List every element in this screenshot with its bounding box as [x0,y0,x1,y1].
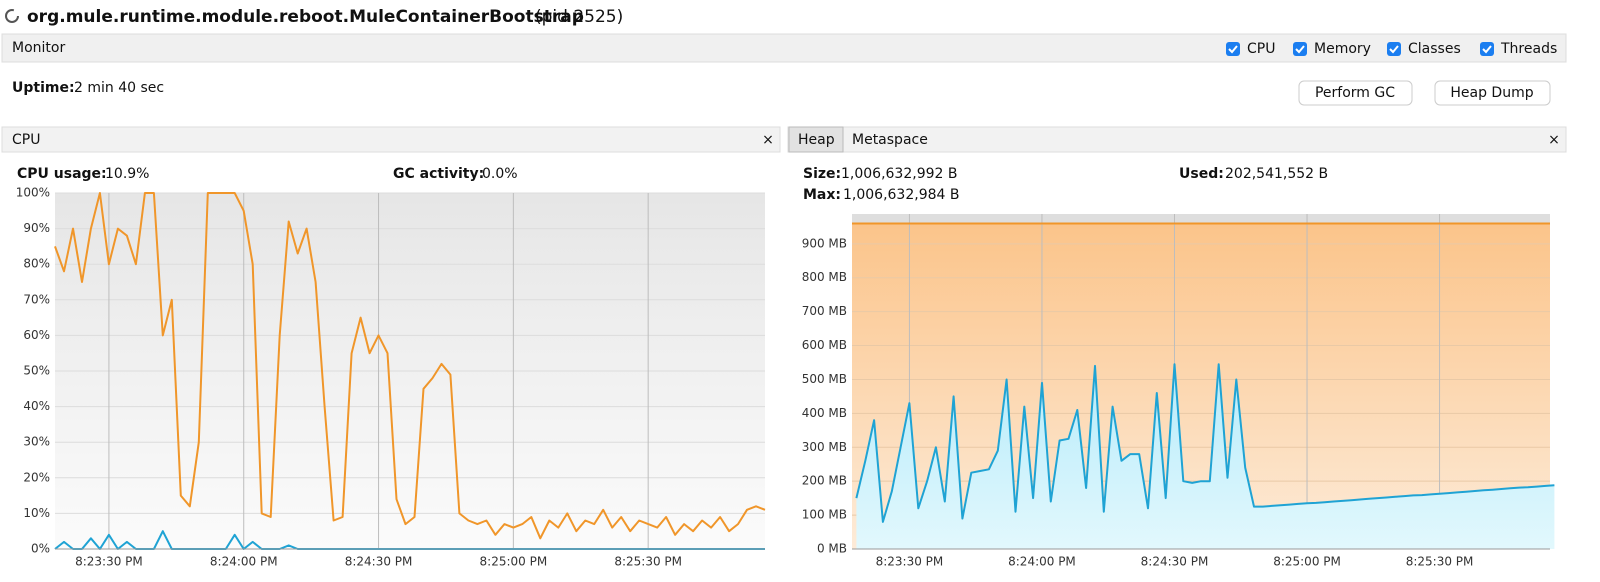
cpu-panel-title: CPU [12,132,40,148]
x-tick-label: 8:25:30 PM [1406,555,1474,569]
app-pid: (pid 2525) [535,7,623,27]
x-tick-label: 8:24:00 PM [1008,555,1076,569]
y-tick-label: 30% [23,435,50,449]
app-title: org.mule.runtime.module.reboot.MuleConta… [27,7,584,27]
stat-label: Used: [1179,166,1224,182]
y-tick-label: 700 MB [802,304,847,318]
checkbox-label: Memory [1314,41,1371,57]
y-tick-label: 70% [23,292,50,306]
y-tick-label: 400 MB [802,406,847,420]
stat-value: 1,006,632,992 B [841,166,957,182]
y-tick-label: 40% [23,399,50,413]
close-button[interactable]: × [762,132,774,148]
y-tick-label: 90% [23,221,50,235]
checkbox-box [1293,42,1307,56]
y-tick-label: 900 MB [802,236,847,250]
stat-label: GC activity: [393,166,484,182]
checkbox-box [1480,42,1494,56]
heap-tab-bg [788,126,844,153]
y-tick-label: 300 MB [802,440,847,454]
used-line [855,363,1555,523]
stat-value: 0.0% [482,166,518,182]
used-area [856,364,1555,549]
y-tick-label: 600 MB [802,338,847,352]
stat-value: 202,541,552 B [1225,166,1328,182]
checkmark [1389,45,1399,54]
checkbox-box [1226,42,1240,56]
button-label: Heap Dump [1450,85,1533,101]
stat-label: Size: [803,166,841,182]
y-tick-label: 0% [31,542,50,556]
uptime-value: 2 min 40 sec [74,80,164,96]
monitor-label: Monitor [12,40,65,56]
y-tick-label: 800 MB [802,270,847,284]
heap-dump-button[interactable]: Heap Dump [1434,80,1551,106]
x-tick-label: 8:24:30 PM [1141,555,1209,569]
stat-value: 10.9% [105,166,149,182]
x-tick-label: 8:25:30 PM [614,555,682,569]
checkbox[interactable]: Memory [1293,41,1371,57]
busy-icon [5,9,19,23]
button-label: Perform GC [1315,85,1395,101]
stat-label: Max: [803,187,841,203]
checkbox-label: CPU [1247,41,1275,57]
checkmark [1228,45,1238,54]
checkbox-box [1387,42,1401,56]
x-tick-label: 8:25:00 PM [480,555,548,569]
y-tick-label: 100 MB [802,508,847,522]
close-button[interactable]: × [1548,132,1560,148]
y-tick-label: 100% [16,186,50,200]
y-tick-label: 20% [23,470,50,484]
uptime-label: Uptime: [12,80,75,96]
y-tick-label: 0 MB [817,542,847,556]
y-tick-label: 60% [23,328,50,342]
checkbox[interactable]: CPU [1226,41,1275,57]
x-tick-label: 8:25:00 PM [1273,555,1341,569]
series-line [54,192,766,540]
checkmark [1482,45,1492,54]
y-tick-label: 80% [23,257,50,271]
x-tick-label: 8:23:30 PM [876,555,944,569]
y-tick-label: 50% [23,364,50,378]
checkbox[interactable]: Classes [1387,41,1461,57]
heap-panel-header [787,126,1567,153]
x-tick-label: 8:23:30 PM [75,555,143,569]
x-tick-label: 8:24:00 PM [210,555,278,569]
y-tick-label: 500 MB [802,372,847,386]
checkbox-label: Classes [1408,41,1461,57]
stat-value: 1,006,632,984 B [843,187,959,203]
checkbox[interactable]: Threads [1480,41,1557,57]
tab[interactable]: Heap [798,132,835,148]
y-tick-label: 10% [23,506,50,520]
y-tick-label: 200 MB [802,474,847,488]
cpu-panel-header [1,126,781,153]
x-tick-label: 8:24:30 PM [345,555,413,569]
tab[interactable]: Metaspace [852,132,928,148]
stat-label: CPU usage: [17,166,107,182]
perform-gc-button[interactable]: Perform GC [1298,80,1413,106]
checkmark [1295,45,1305,54]
checkbox-label: Threads [1500,41,1557,57]
